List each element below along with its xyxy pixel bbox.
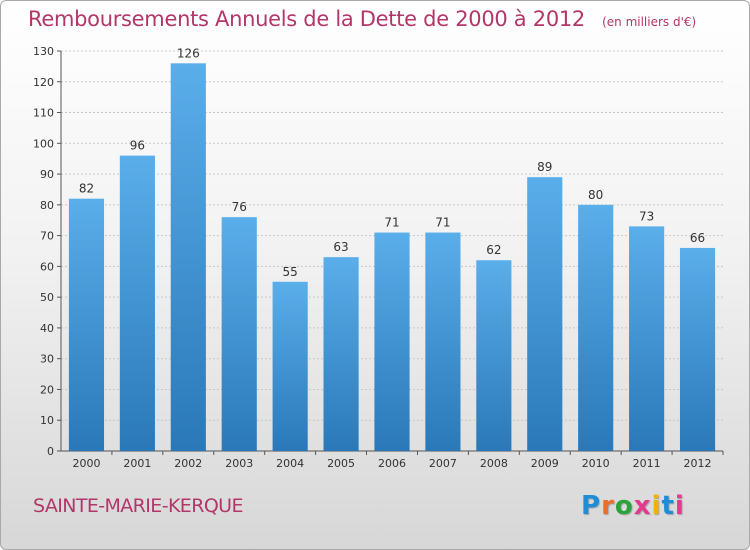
x-tick-label: 2002 <box>174 457 202 470</box>
x-tick-label: 2012 <box>684 457 712 470</box>
logo-letter: x <box>633 491 652 521</box>
y-tick-label: 70 <box>40 230 54 243</box>
y-tick-label: 20 <box>40 383 54 396</box>
y-tick-label: 110 <box>33 107 54 120</box>
data-label: 62 <box>486 243 501 257</box>
data-label: 80 <box>588 188 603 202</box>
x-tick-label: 2010 <box>582 457 610 470</box>
y-tick-label: 120 <box>33 76 54 89</box>
data-label: 66 <box>690 231 705 245</box>
bar <box>323 257 359 451</box>
data-label: 63 <box>333 240 348 254</box>
y-tick-label: 40 <box>40 322 54 335</box>
x-tick-label: 2005 <box>327 457 355 470</box>
y-tick-label: 0 <box>47 445 54 458</box>
bar <box>221 217 257 451</box>
y-tick-label: 80 <box>40 199 54 212</box>
data-label: 71 <box>384 216 399 230</box>
data-label: 76 <box>232 200 247 214</box>
bar <box>170 63 206 452</box>
data-label: 82 <box>79 182 94 196</box>
x-tick-label: 2008 <box>480 457 508 470</box>
x-tick-label: 2006 <box>378 457 406 470</box>
y-tick-label: 50 <box>40 291 54 304</box>
x-tick-label: 2004 <box>276 457 304 470</box>
bar <box>578 204 614 451</box>
data-label: 71 <box>435 216 450 230</box>
y-tick-label: 130 <box>33 45 54 58</box>
bar <box>425 232 461 451</box>
commune-name: SAINTE-MARIE-KERQUE <box>33 495 243 517</box>
bar <box>679 247 716 451</box>
y-tick-label: 30 <box>40 353 54 366</box>
data-label: 89 <box>537 160 552 174</box>
bar <box>272 281 308 451</box>
data-labels: 82 96 126 76 55 63 71 71 62 89 80 73 66 <box>79 46 705 278</box>
logo-letter: P <box>581 491 602 521</box>
logo-letter: r <box>601 491 615 521</box>
x-tick-label: 2001 <box>123 457 151 470</box>
data-label: 55 <box>283 265 298 279</box>
bar <box>629 226 665 451</box>
chart-subtitle: (en milliers d'€) <box>602 15 697 29</box>
bar <box>68 198 105 451</box>
proxiti-logo: Proxiti <box>581 491 685 521</box>
logo-letter: t <box>661 491 675 521</box>
data-label: 96 <box>130 139 145 153</box>
tick-labels: 0 10 20 30 40 50 60 70 80 90 100 110 120 130 2000 2001 2… <box>33 45 712 470</box>
chart-title: Remboursements Annuels de la Dette de 20… <box>28 7 585 31</box>
x-tick-label: 2011 <box>633 457 661 470</box>
logo-letter: i <box>674 491 685 521</box>
bar <box>374 232 410 451</box>
y-tick-label: 10 <box>40 414 54 427</box>
data-label: 126 <box>177 46 200 60</box>
chart-title-row: Remboursements Annuels de la Dette de 20… <box>28 7 696 31</box>
x-tick-label: 2000 <box>72 457 100 470</box>
bar <box>119 155 155 451</box>
x-tick-label: 2007 <box>429 457 457 470</box>
logo-letter: i <box>651 491 662 521</box>
bar <box>476 260 512 451</box>
y-tick-label: 60 <box>40 260 54 273</box>
data-label: 73 <box>639 209 654 223</box>
logo-letter: o <box>614 491 634 521</box>
y-tick-label: 90 <box>40 168 54 181</box>
x-tick-label: 2009 <box>531 457 559 470</box>
bar <box>527 177 563 451</box>
bars <box>68 63 716 452</box>
x-tick-label: 2003 <box>225 457 253 470</box>
y-tick-label: 100 <box>33 137 54 150</box>
